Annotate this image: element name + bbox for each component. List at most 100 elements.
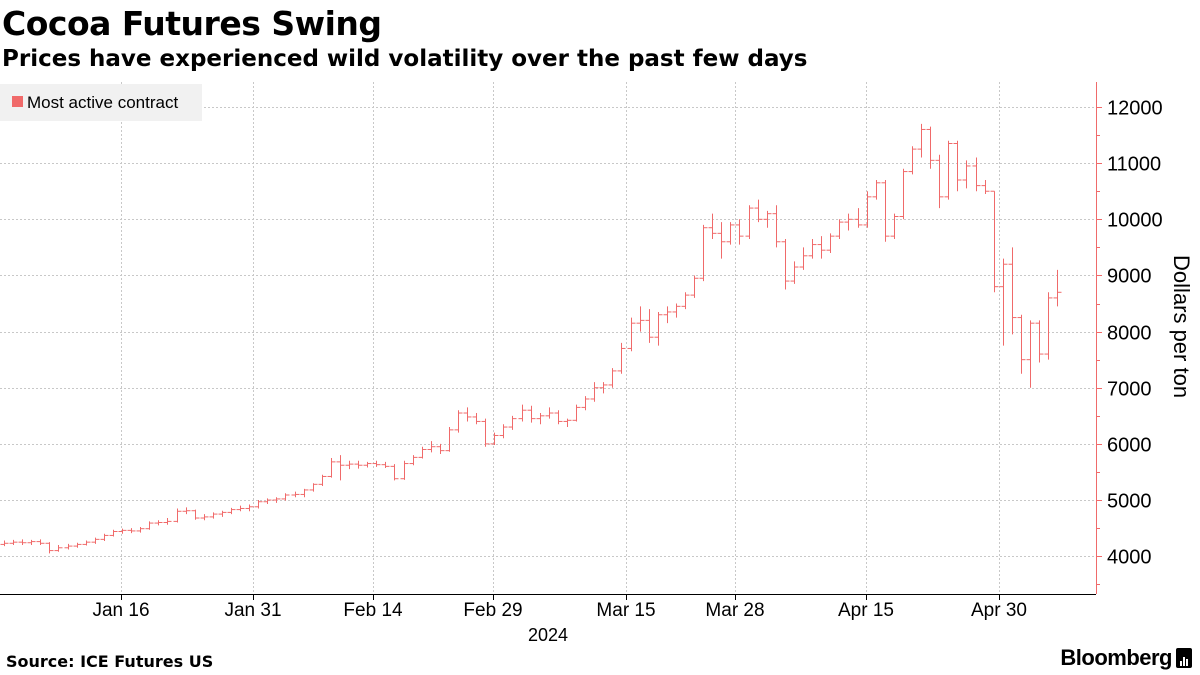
ohlc-bar bbox=[263, 498, 272, 504]
ohlc-bar bbox=[36, 539, 45, 545]
x-tick-label: Mar 15 bbox=[596, 600, 655, 621]
ohlc-bar bbox=[627, 317, 636, 352]
ohlc-bar bbox=[663, 306, 672, 324]
ohlc-bar bbox=[445, 427, 454, 452]
ohlc-bar bbox=[872, 179, 881, 200]
ohlc-bar bbox=[327, 457, 336, 478]
x-tick-label: Apr 15 bbox=[838, 600, 894, 621]
legend: Most active contract bbox=[0, 84, 202, 121]
ohlc-bar bbox=[518, 404, 527, 422]
ohlc-bar bbox=[763, 210, 772, 228]
ohlc-bar bbox=[463, 407, 472, 422]
ohlc-bar bbox=[372, 460, 381, 467]
ohlc-bar bbox=[654, 311, 663, 346]
ohlc-bar bbox=[9, 539, 18, 545]
ohlc-bar bbox=[690, 275, 699, 298]
ohlc-bar bbox=[617, 342, 626, 374]
ohlc-bar bbox=[863, 191, 872, 228]
ohlc-bar bbox=[563, 418, 572, 428]
y-tick-label: 5000 bbox=[1107, 491, 1152, 513]
ohlc-bar bbox=[536, 413, 545, 425]
ohlc-bar bbox=[754, 199, 763, 223]
ohlc-bar bbox=[908, 146, 917, 175]
ohlc-bar bbox=[545, 407, 554, 419]
x-axis-year-label: 2024 bbox=[528, 625, 568, 645]
ohlc-bar bbox=[972, 157, 981, 192]
ohlc-bar bbox=[726, 222, 735, 245]
grid-lines bbox=[0, 82, 1096, 594]
ohlc-bar bbox=[163, 518, 172, 525]
brand-name: Bloomberg bbox=[1060, 645, 1172, 670]
ohlc-bar bbox=[790, 261, 799, 284]
ohlc-bar bbox=[454, 410, 463, 433]
ohlc-bar bbox=[300, 488, 309, 498]
ohlc-bar bbox=[363, 461, 372, 468]
ohlc-bar bbox=[54, 544, 63, 552]
ohlc-bar bbox=[345, 460, 354, 470]
ohlc-bar bbox=[826, 233, 835, 253]
ohlc-bar bbox=[590, 382, 599, 402]
ohlc-bar bbox=[844, 213, 853, 231]
ohlc-bar bbox=[1026, 320, 1035, 388]
ohlc-bar bbox=[400, 460, 409, 480]
ohlc-bar bbox=[708, 213, 717, 239]
ohlc-bar bbox=[890, 213, 899, 239]
ohlc-bar bbox=[944, 140, 953, 200]
legend-label: Most active contract bbox=[27, 93, 179, 112]
ohlc-bar bbox=[109, 529, 118, 537]
ohlc-bar bbox=[772, 205, 781, 248]
ohlc-bar bbox=[291, 491, 300, 498]
ohlc-bar bbox=[917, 123, 926, 158]
y-tick-label: 9000 bbox=[1107, 266, 1152, 288]
x-tick-label: Feb 29 bbox=[463, 600, 522, 621]
ohlc-bar bbox=[999, 258, 1008, 346]
ohlc-bar bbox=[390, 464, 399, 481]
x-tick-label: Apr 30 bbox=[971, 600, 1027, 621]
ohlc-bar bbox=[354, 460, 363, 469]
bar-chart-icon bbox=[1176, 648, 1192, 668]
y-tick-label: 6000 bbox=[1107, 435, 1152, 457]
ohlc-bar bbox=[64, 543, 73, 550]
ohlc-bar bbox=[926, 126, 935, 169]
ohlc-bar bbox=[173, 508, 182, 523]
ohlc-bar bbox=[245, 504, 254, 512]
ohlc-bar bbox=[953, 140, 962, 192]
ohlc-bar bbox=[73, 542, 82, 548]
y-tick-label: 12000 bbox=[1107, 98, 1163, 120]
ohlc-bar bbox=[0, 540, 9, 547]
ohlc-bar bbox=[309, 483, 318, 492]
ohlc-bar bbox=[781, 238, 790, 290]
ohlc-bar bbox=[699, 224, 708, 282]
ohlc-bar bbox=[145, 521, 154, 530]
ohlc-bar bbox=[572, 404, 581, 422]
ohlc-bar bbox=[209, 512, 218, 519]
ohlc-bar bbox=[200, 514, 209, 521]
ohlc-bar bbox=[608, 368, 617, 388]
source-note: Source: ICE Futures US bbox=[6, 652, 214, 671]
ohlc-bar bbox=[1044, 292, 1053, 360]
ohlc-bar bbox=[381, 461, 390, 469]
ohlc-series bbox=[0, 123, 1062, 554]
ohlc-bar bbox=[881, 179, 890, 242]
y-tick-label: 4000 bbox=[1107, 547, 1152, 569]
ohlc-bar bbox=[854, 208, 863, 228]
ohlc-bar bbox=[1017, 314, 1026, 374]
ohlc-bar bbox=[599, 382, 608, 394]
ohlc-bar bbox=[735, 219, 744, 245]
ohlc-bar bbox=[227, 507, 236, 515]
y-tick-label: 11000 bbox=[1107, 154, 1161, 176]
chart-subtitle: Prices have experienced wild volatility … bbox=[2, 46, 808, 72]
ohlc-bar bbox=[808, 238, 817, 259]
ohlc-bar bbox=[1053, 269, 1062, 307]
x-axis: Jan 16 Jan 31 Feb 14 Feb 29 Mar 15 Mar 28 Apr … bbox=[0, 594, 1096, 621]
x-tick-label: Feb 14 bbox=[343, 600, 403, 621]
ohlc-bar bbox=[100, 533, 109, 542]
ohlc-bar bbox=[717, 222, 726, 259]
ohlc-bar bbox=[318, 474, 327, 487]
ohlc-bar bbox=[508, 415, 517, 430]
ohlc-bar bbox=[281, 493, 290, 501]
bloomberg-logo: Bloomberg bbox=[1060, 645, 1192, 671]
ohlc-bar bbox=[18, 539, 27, 545]
ohlc-bar bbox=[481, 418, 490, 447]
